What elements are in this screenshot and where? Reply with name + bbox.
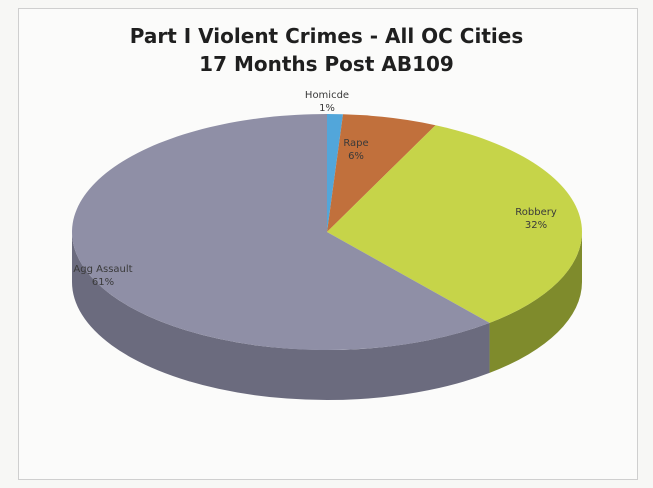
slice-percent-rape: 6% bbox=[348, 151, 364, 162]
pie-slice-agg-assault bbox=[72, 114, 490, 350]
slice-percent-agg-assault: 61% bbox=[92, 277, 114, 288]
slice-label-rape: Rape bbox=[343, 138, 368, 149]
pie-side-robbery bbox=[489, 232, 582, 373]
slice-label-agg-assault: Agg Assault bbox=[73, 264, 132, 275]
slice-percent-robbery: 32% bbox=[525, 220, 547, 231]
pie-slice-robbery bbox=[327, 125, 583, 323]
slice-label-robbery: Robbery bbox=[515, 207, 557, 218]
chart-subtitle: 17 Months Post AB109 bbox=[199, 52, 454, 76]
slice-percent-homicde: 1% bbox=[319, 103, 335, 114]
chart-title: Part I Violent Crimes - All OC Cities bbox=[129, 24, 524, 48]
pie-slice-rape bbox=[327, 114, 436, 232]
pie-slice-homicde bbox=[327, 114, 344, 232]
slice-label-homicde: Homicde bbox=[305, 90, 349, 101]
pie-side-agg-assault bbox=[72, 232, 490, 401]
